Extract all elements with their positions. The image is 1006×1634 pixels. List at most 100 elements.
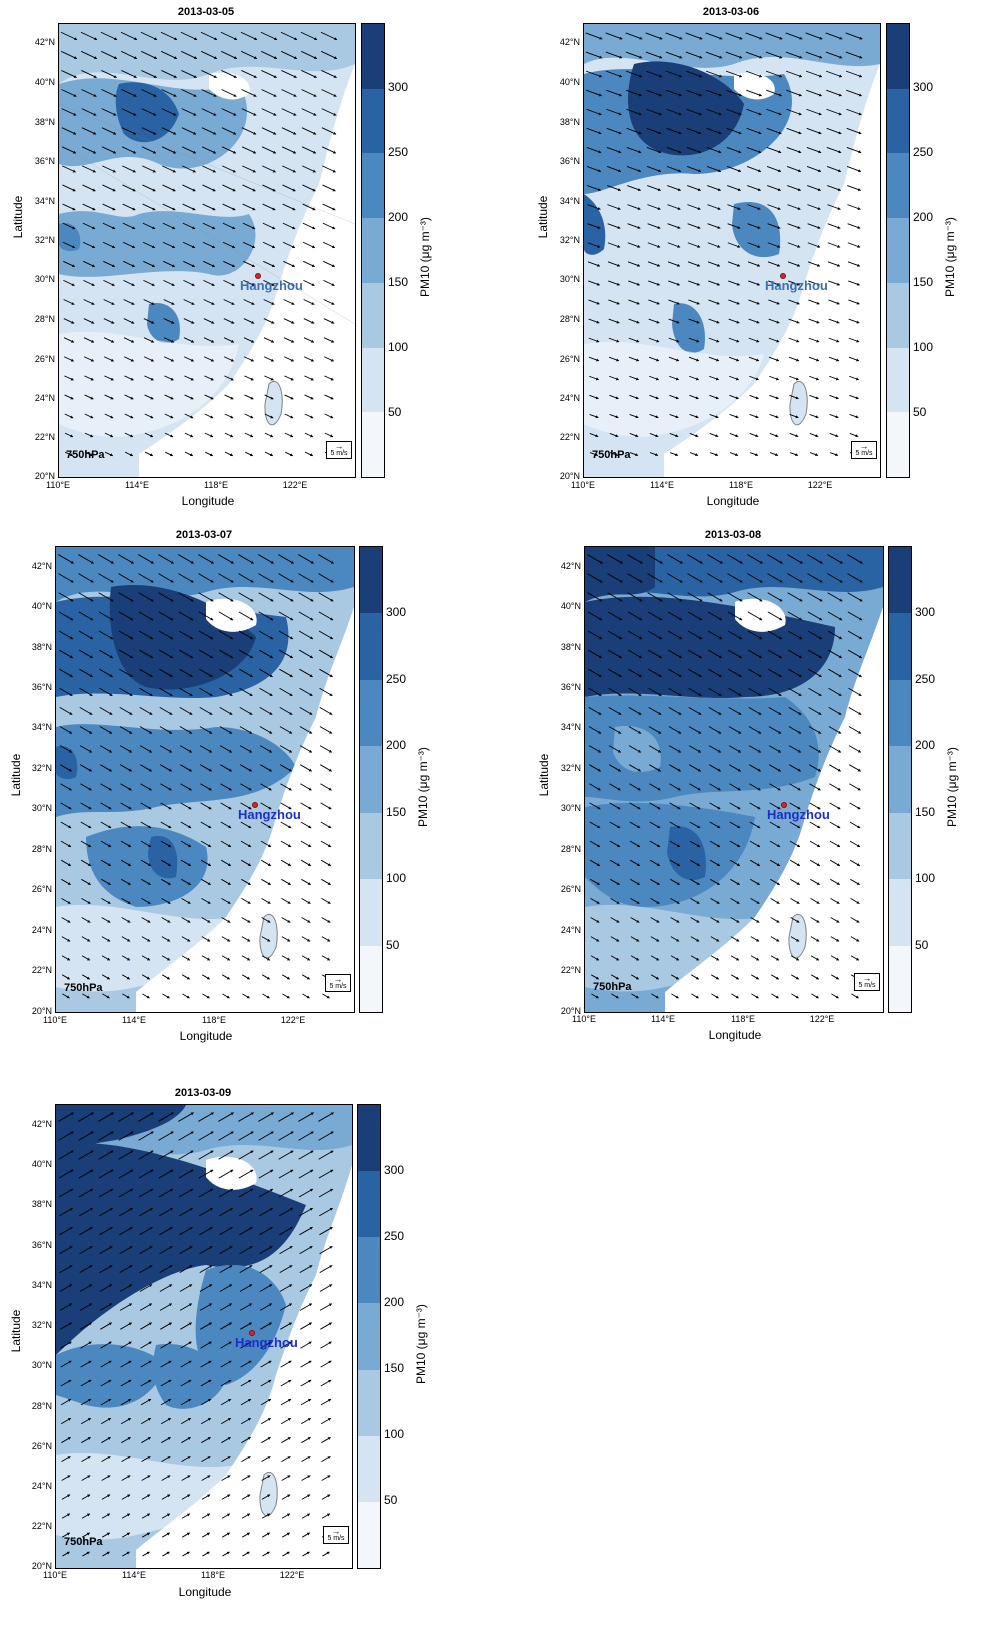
colorbar-tick: 250 [386,672,407,686]
wind-arrow-icon [118,630,134,640]
wind-arrowhead [232,188,236,192]
wind-arrowhead [107,1456,111,1460]
wind-arrowhead [835,957,839,961]
wind-arrowhead [776,339,780,343]
wind-arrowhead [819,617,823,621]
wind-arrowhead [696,900,700,904]
wind-arrowhead [859,617,863,621]
wind-arrowhead [838,169,841,173]
wind-arrowhead [126,1532,130,1536]
wind-arrowhead [618,150,622,154]
wind-arrow-icon [58,630,74,640]
wind-arrowhead [839,579,843,583]
wind-arrowhead [152,150,156,154]
wind-arrowhead [151,302,155,305]
wind-arrowhead [636,282,640,286]
y-tick: 32°N [560,763,581,773]
wind-arrowhead [146,1551,150,1555]
wind-arrow-icon [706,127,722,135]
wind-arrowhead [207,1418,211,1421]
wind-arrowhead [129,693,133,696]
wind-arrowhead [252,188,256,192]
wind-arrow-icon [786,108,802,116]
wind-arrowhead [695,415,699,419]
x-tick: 118°E [201,1570,225,1580]
wind-arrowhead [152,188,156,192]
wind-arrow-icon [727,554,743,564]
wind-arrowhead [227,938,231,942]
wind-arrow-icon [805,51,823,59]
wind-arrowhead [756,863,760,866]
wind-arrowhead [799,55,803,59]
wind-arrow-icon [78,1112,94,1122]
wind-arrowhead [169,1188,173,1192]
wind-arrow-icon [626,89,642,97]
wind-arrowhead [69,674,73,677]
wind-arrow-icon [118,1112,134,1122]
wind-arrowhead [676,358,679,362]
wind-arrowhead [656,882,660,885]
wind-arrow-icon [261,108,277,116]
wind-arrow-icon [847,573,863,583]
wind-arrow-icon [58,1207,74,1217]
y-tick: 28°N [31,1401,52,1411]
wind-arrowhead [286,1532,290,1536]
wind-arrowhead [758,636,762,640]
wind-arrowhead [210,377,214,381]
wind-arrowhead [166,957,170,961]
wind-arrowhead [210,1112,214,1116]
wind-arrowhead [328,1399,332,1402]
wind-arrowhead [617,225,621,229]
wind-arrow-icon [278,592,294,602]
reference-vector-box: → 5 m/s [326,441,352,459]
wind-arrowhead [288,1399,292,1402]
wind-arrowhead [250,579,254,583]
wind-arrowhead [857,787,861,791]
wind-arrowhead [696,863,700,866]
wind-arrowhead [759,560,763,564]
hangzhou-label: Hangzhou [240,278,303,293]
wind-arrowhead [306,976,310,980]
wind-arrowhead [758,730,762,734]
wind-arrowhead [251,245,255,249]
wind-arrowhead [228,844,232,847]
wind-arrowhead [228,1303,232,1307]
wind-arrowhead [817,188,821,192]
wind-arrowhead [292,226,296,230]
wind-arrow-icon [81,89,97,97]
wind-arrowhead [618,711,622,715]
wind-arrowhead [599,617,603,621]
wind-arrowhead [717,787,721,791]
wind-arrowhead [108,1341,112,1345]
wind-arrowhead [796,358,799,362]
wind-arrowhead [758,150,762,154]
wind-arrowhead [618,93,622,97]
y-tick: 26°N [31,884,52,894]
wind-arrowhead [328,844,332,847]
wind-arrow-icon [707,611,723,621]
wind-arrow-icon [298,1131,314,1141]
wind-arrowhead [656,282,660,286]
wind-arrow-icon [826,89,842,97]
wind-arrowhead [617,749,621,753]
wind-arrowhead [291,339,294,343]
wind-arrowhead [129,1265,133,1269]
wind-arrowhead [676,938,680,942]
wind-arrowhead [699,598,703,602]
wind-arrowhead [736,358,739,362]
x-tick: 114°E [125,480,149,490]
wind-arrow-icon [587,554,603,564]
wind-arrowhead [169,1227,173,1230]
wind-arrowhead [268,844,272,847]
wind-arrowhead [168,1379,172,1383]
colorbar-tick: 100 [388,340,409,354]
wind-arrow-icon [101,108,117,116]
wind-arrowhead [756,320,760,324]
wind-arrowhead [637,188,641,192]
wind-arrowhead [737,244,741,248]
wind-arrow-icon [807,611,823,621]
wind-arrowhead [290,358,294,362]
wind-arrowhead [92,150,96,154]
wind-arrowhead [88,768,92,772]
wind-arrowhead [288,1322,292,1326]
